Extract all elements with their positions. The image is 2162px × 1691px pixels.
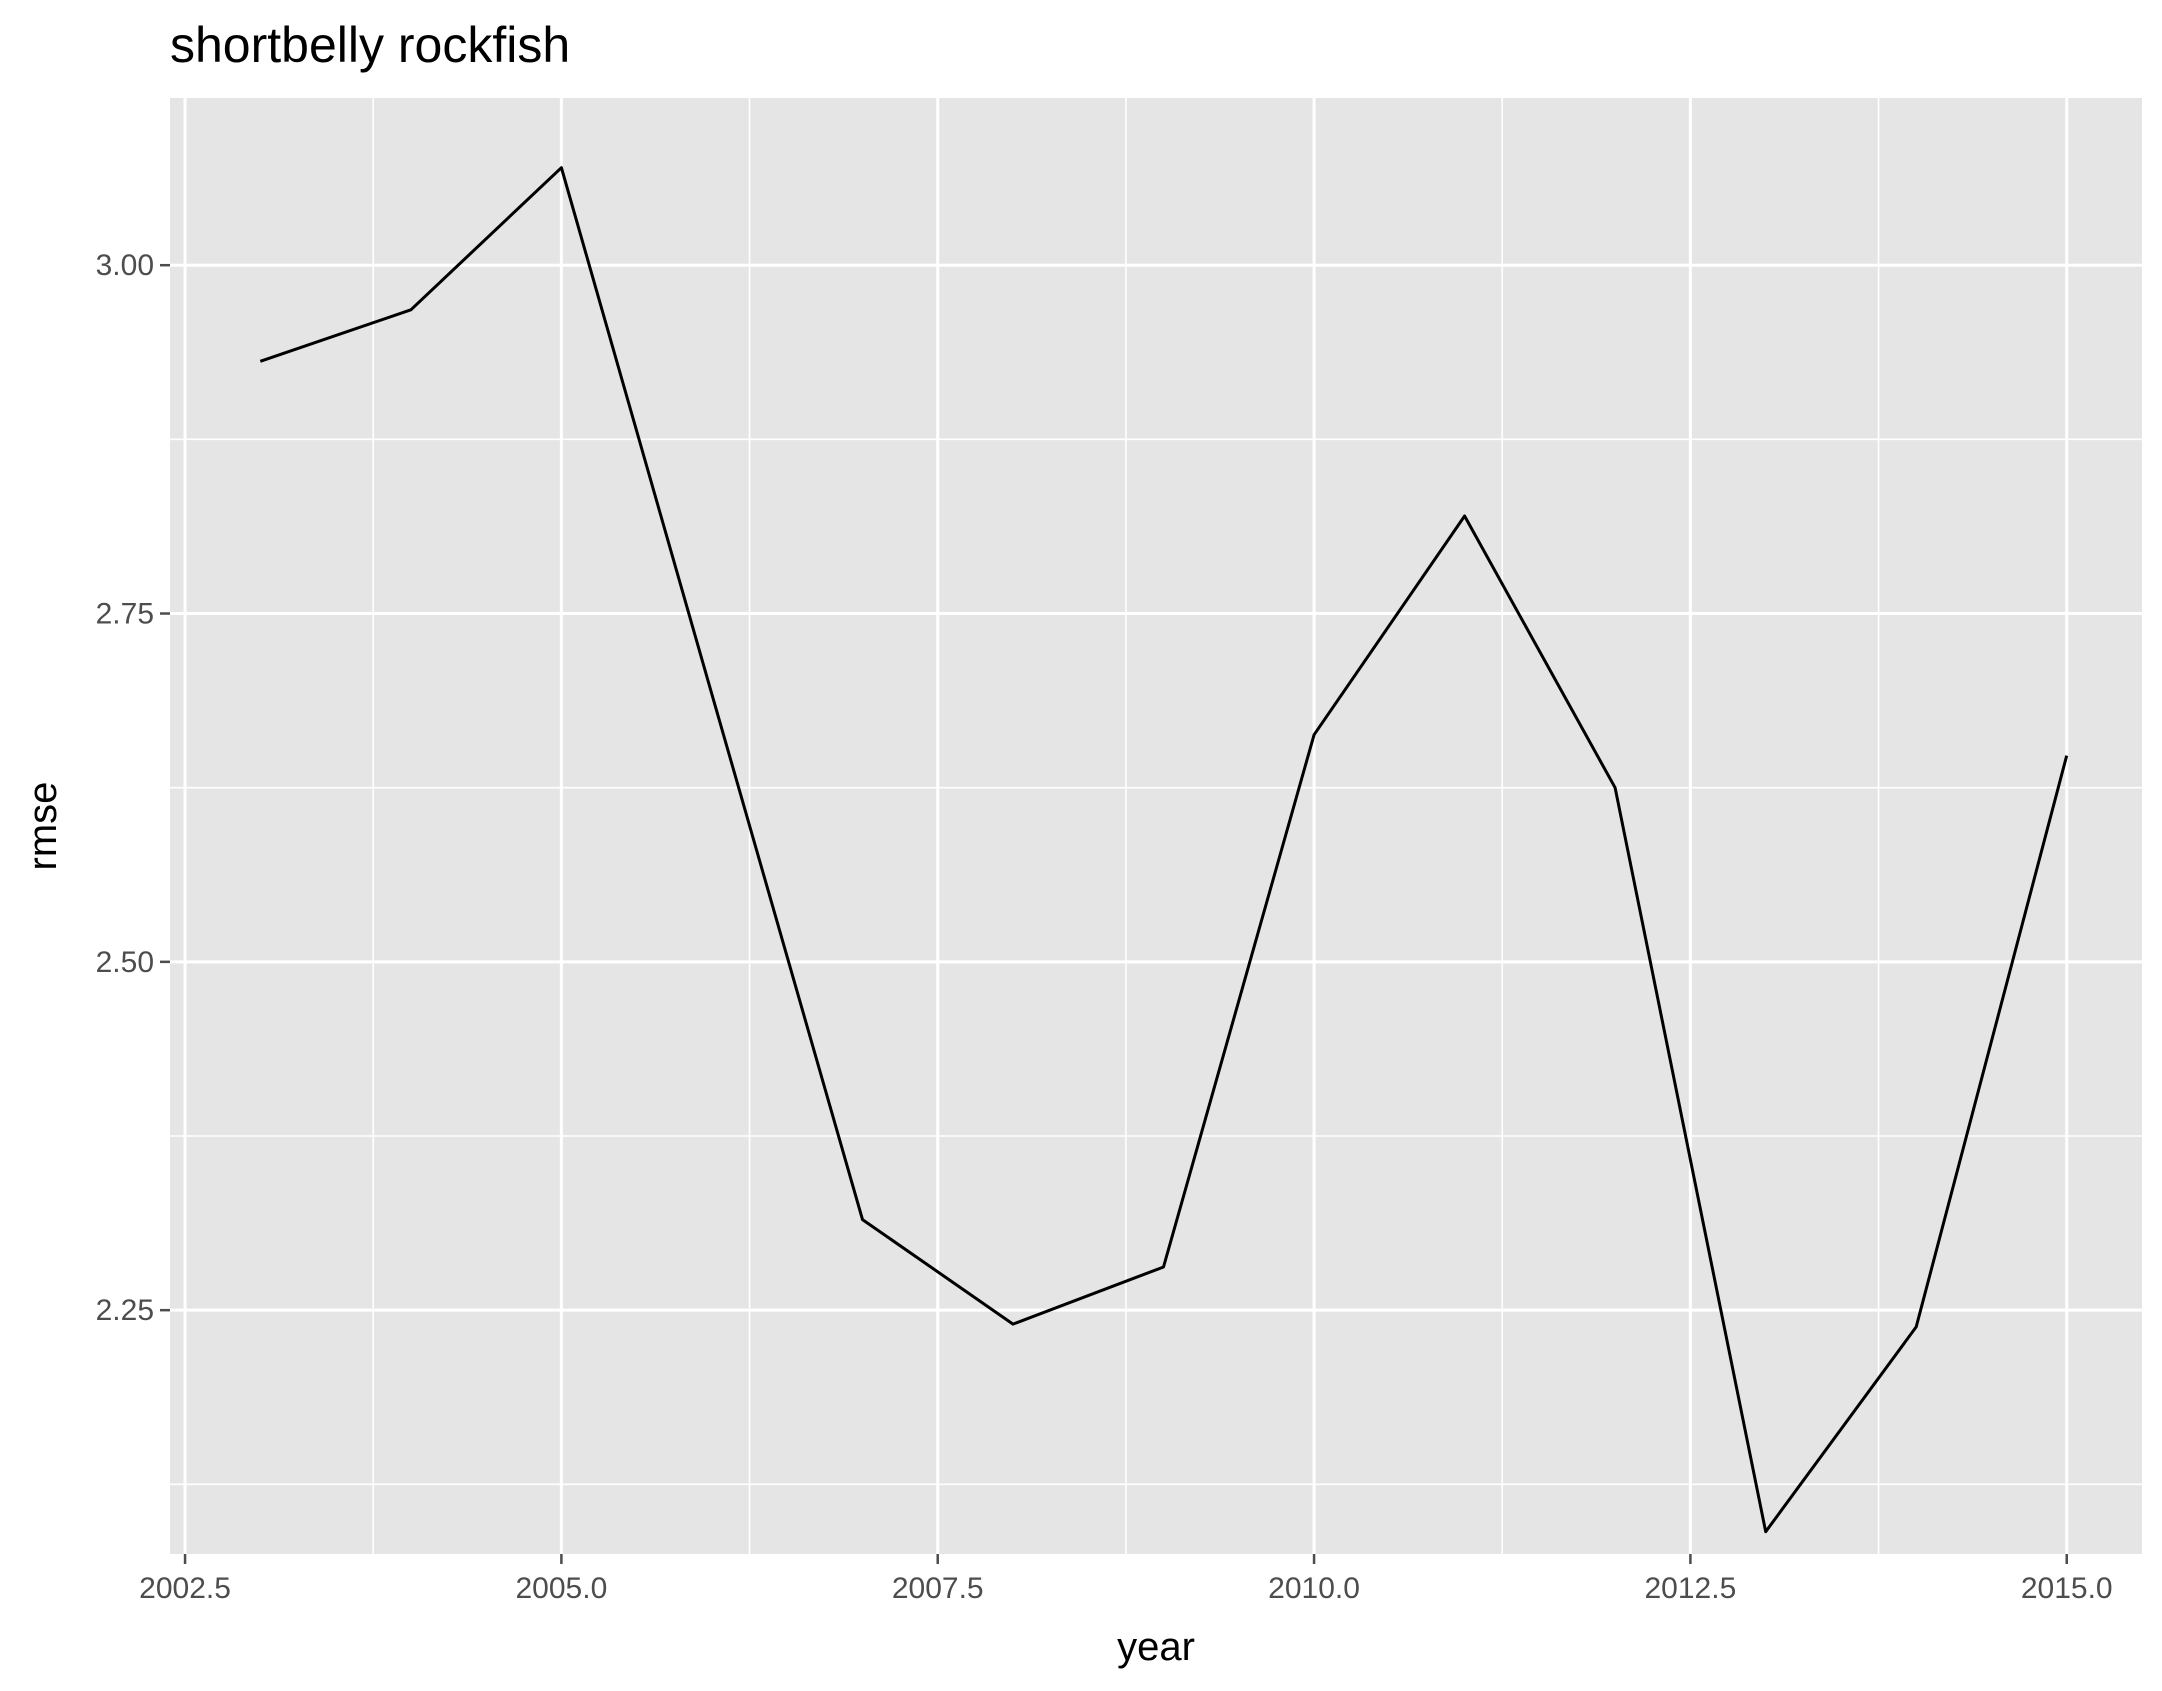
y-axis-title: rmse bbox=[21, 782, 65, 871]
chart-title: shortbelly rockfish bbox=[170, 17, 570, 73]
series-group bbox=[259, 166, 2069, 1534]
x-tick-label: 2007.5 bbox=[892, 1572, 984, 1605]
y-tick-label: 2.50 bbox=[96, 946, 154, 979]
x-axis: 2002.5 2005.0 2007.5 2010.0 2012.5 2015.0 bbox=[139, 1554, 2113, 1605]
x-tick-label: 2012.5 bbox=[1645, 1572, 1737, 1605]
grid-minor bbox=[170, 98, 2142, 1554]
series-line bbox=[259, 166, 2069, 1534]
x-tick-label: 2015.0 bbox=[2021, 1572, 2113, 1605]
x-tick-label: 2010.0 bbox=[1268, 1572, 1360, 1605]
x-tick-label: 2002.5 bbox=[139, 1572, 231, 1605]
x-axis-title: year bbox=[1117, 1625, 1195, 1669]
y-tick-label: 3.00 bbox=[96, 249, 154, 282]
grid-major bbox=[170, 98, 2142, 1554]
x-tick-label: 2005.0 bbox=[516, 1572, 608, 1605]
y-tick-label: 2.25 bbox=[96, 1294, 154, 1327]
y-axis: 2.25 2.50 2.75 3.00 bbox=[96, 249, 170, 1327]
plot-panel bbox=[170, 98, 2142, 1554]
y-tick-label: 2.75 bbox=[96, 598, 154, 631]
